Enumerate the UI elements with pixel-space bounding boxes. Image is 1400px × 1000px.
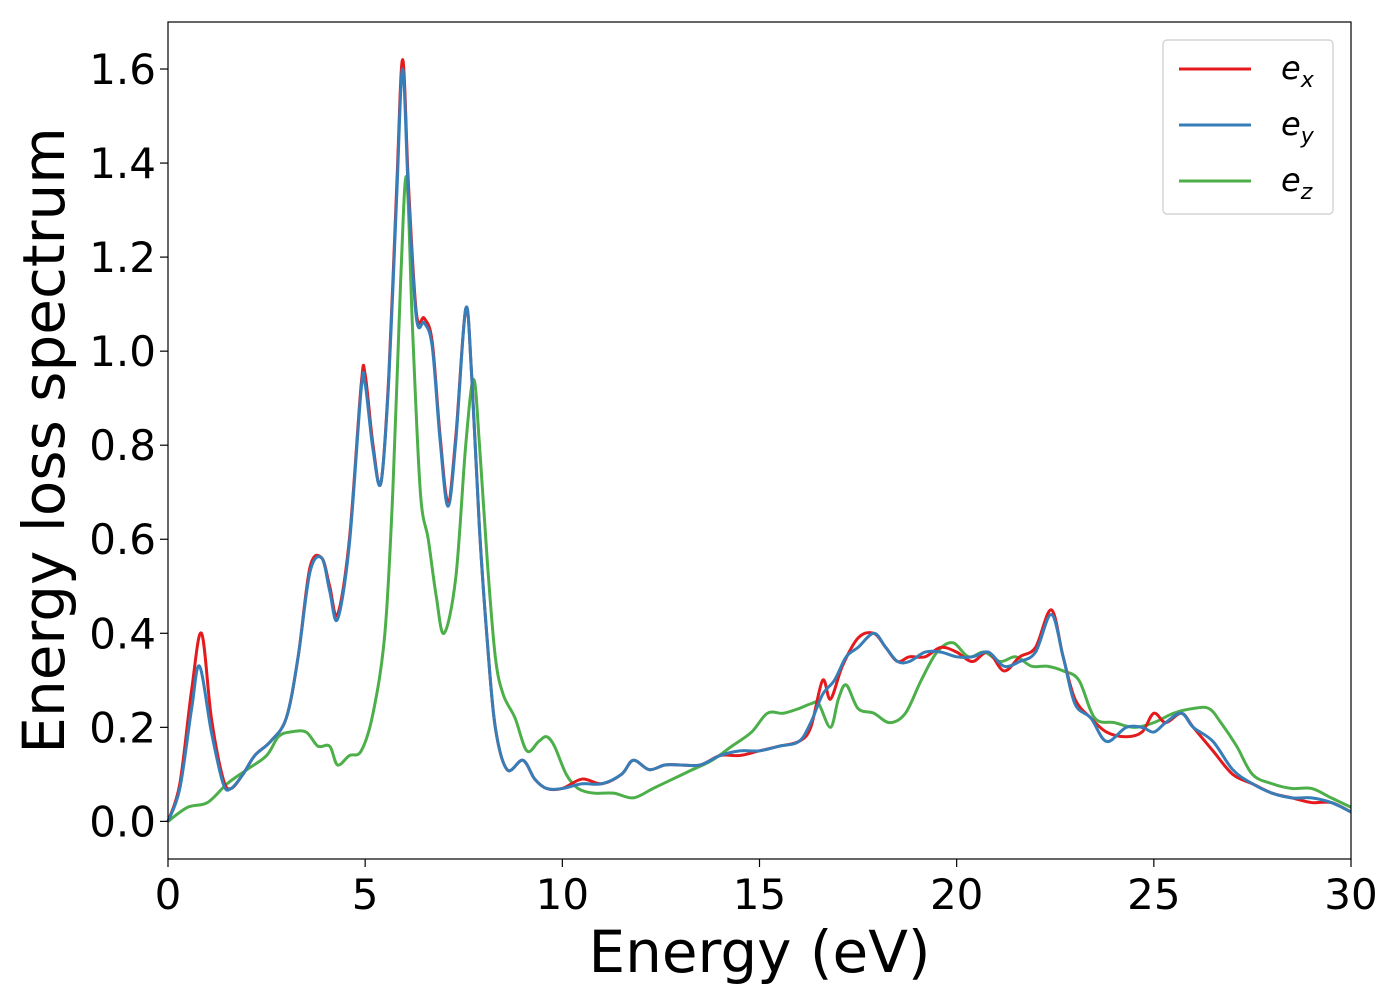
y-tick-label: 0.2 <box>89 703 156 752</box>
y-tick-label: 0.6 <box>89 515 156 564</box>
x-tick-label: 15 <box>733 870 786 919</box>
series-lines <box>166 58 1352 823</box>
legend-label-x: ex <box>1281 49 1315 93</box>
x-tick-label: 20 <box>930 870 983 919</box>
y-tick-label: 1.2 <box>89 233 156 282</box>
y-tick-label: 1.0 <box>89 327 156 376</box>
legend-label-y: ey <box>1281 105 1315 149</box>
y-tick-label: 1.4 <box>89 139 156 188</box>
x-axis-label: Energy (eV) <box>588 918 930 986</box>
x-tick-label: 5 <box>352 870 379 919</box>
y-tick-label: 0.0 <box>89 797 156 846</box>
legend-box <box>1162 39 1334 215</box>
legend-label-z: ez <box>1281 161 1313 205</box>
y-tick-label: 1.6 <box>89 45 156 94</box>
y-tick-label: 0.8 <box>89 421 156 470</box>
x-tick-label: 30 <box>1324 870 1377 919</box>
x-tick-label: 0 <box>155 870 182 919</box>
series-line-e-y <box>166 67 1352 822</box>
x-tick-label: 25 <box>1127 870 1180 919</box>
y-tick-label: 0.4 <box>89 609 156 658</box>
x-tick-label: 10 <box>536 870 589 919</box>
y-axis-label: Energy loss spectrum <box>10 127 78 753</box>
series-line-e-z <box>167 175 1352 823</box>
axis-ticks: 0 5 10 15 20 25 30 0.0 0.2 0.4 0.6 0.8 1.0 1.2 1.4 1.6 <box>89 45 1378 919</box>
legend: ex ey ez <box>1162 39 1334 215</box>
